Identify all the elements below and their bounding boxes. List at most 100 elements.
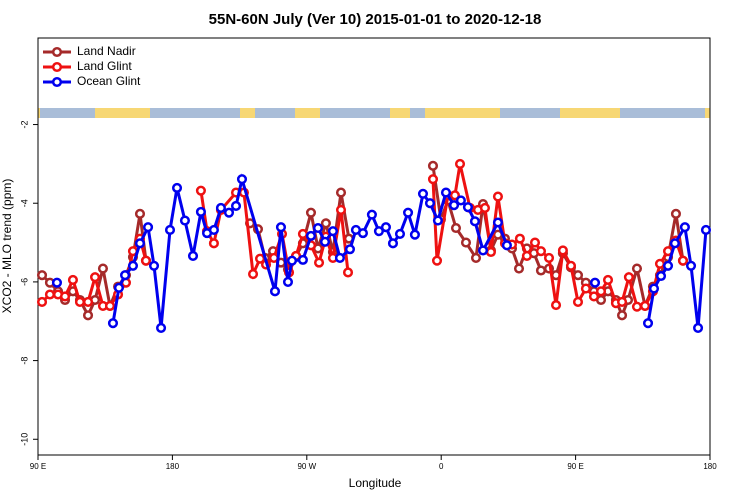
data-point (215, 202, 226, 213)
data-point (334, 252, 346, 263)
data-point (409, 229, 420, 240)
data-point (521, 250, 532, 261)
data-point (247, 268, 259, 280)
data-point (572, 296, 584, 308)
data-point (485, 246, 496, 258)
data-point (514, 233, 525, 244)
data-point (455, 195, 466, 206)
data-point (297, 228, 308, 239)
data-point (448, 200, 460, 211)
legend-label: Ocean Glint (77, 74, 141, 88)
x-tick-label: 180 (166, 462, 180, 471)
y-tick-label: -4 (19, 199, 29, 207)
data-point (588, 291, 600, 302)
data-point (97, 263, 109, 274)
data-point (427, 160, 439, 171)
data-point (469, 216, 480, 227)
data-point (120, 270, 131, 281)
data-point (36, 270, 48, 281)
data-point (44, 289, 55, 300)
data-point (669, 238, 680, 249)
data-point (417, 188, 429, 199)
plot-frame (37, 37, 711, 456)
data-point (208, 224, 219, 236)
data-point (580, 283, 591, 294)
chart-title: 55N-60N July (Ver 10) 2015-01-01 to 2020… (209, 11, 542, 28)
data-point (104, 300, 116, 311)
data-point (677, 255, 689, 266)
data-point (631, 301, 643, 312)
data-point (282, 276, 294, 287)
data-point (427, 174, 439, 185)
x-tick-label: 90 W (297, 462, 316, 471)
data-point (51, 277, 63, 288)
data-point (335, 204, 347, 215)
data-point (236, 174, 248, 185)
x-tick-label: 90 E (30, 462, 46, 471)
data-point (616, 296, 628, 308)
data-point (565, 260, 577, 271)
data-point (82, 296, 94, 308)
legend-marker (51, 46, 63, 58)
data-point (286, 255, 298, 266)
data-point (305, 207, 317, 218)
data-point (387, 238, 399, 249)
data-point (74, 296, 86, 308)
data-point (373, 226, 384, 237)
data-point (342, 267, 354, 278)
data-point (602, 274, 614, 285)
x-tick-label: 90 E (567, 462, 583, 471)
map-strip (38, 108, 710, 118)
data-point (550, 300, 562, 311)
data-point (164, 224, 176, 236)
data-point (623, 272, 634, 283)
data-point (320, 218, 331, 229)
data-point (357, 228, 368, 239)
data-point (179, 215, 190, 226)
data-point (662, 260, 674, 271)
data-point (113, 282, 124, 293)
data-point (366, 209, 377, 220)
data-point (394, 228, 406, 239)
data-point (679, 222, 690, 233)
data-point (89, 272, 101, 283)
data-point (693, 322, 704, 333)
data-point (156, 322, 167, 333)
data-point (648, 283, 660, 294)
data-point (297, 254, 308, 265)
data-point (148, 260, 160, 271)
data-point (223, 207, 235, 218)
data-point (134, 238, 146, 249)
data-point (424, 198, 436, 209)
data-point (82, 310, 94, 321)
data-point (513, 263, 525, 274)
data-point (195, 185, 206, 196)
data-point (535, 265, 547, 276)
data-point (572, 270, 584, 281)
data-point (269, 286, 281, 297)
legend-marker (51, 76, 63, 88)
data-point (492, 217, 503, 228)
data-point (492, 191, 503, 202)
data-point (642, 318, 654, 329)
x-tick-label: 0 (439, 462, 444, 471)
data-point (380, 222, 391, 233)
data-point (432, 215, 443, 226)
data-point (275, 222, 287, 233)
data-point (543, 252, 555, 263)
legend-label: Land Glint (77, 59, 132, 73)
data-point (319, 236, 331, 247)
x-tick-label: 180 (703, 462, 717, 471)
data-point (529, 237, 541, 248)
legend-label: Land Nadir (77, 44, 136, 58)
data-point (36, 296, 48, 308)
data-point (327, 226, 338, 237)
data-point (431, 255, 443, 266)
y-tick-label: -6 (19, 278, 29, 286)
y-tick-label: -10 (19, 433, 29, 446)
data-point (477, 245, 489, 256)
data-point (616, 310, 628, 321)
data-point (589, 277, 601, 288)
series-line (431, 163, 685, 309)
